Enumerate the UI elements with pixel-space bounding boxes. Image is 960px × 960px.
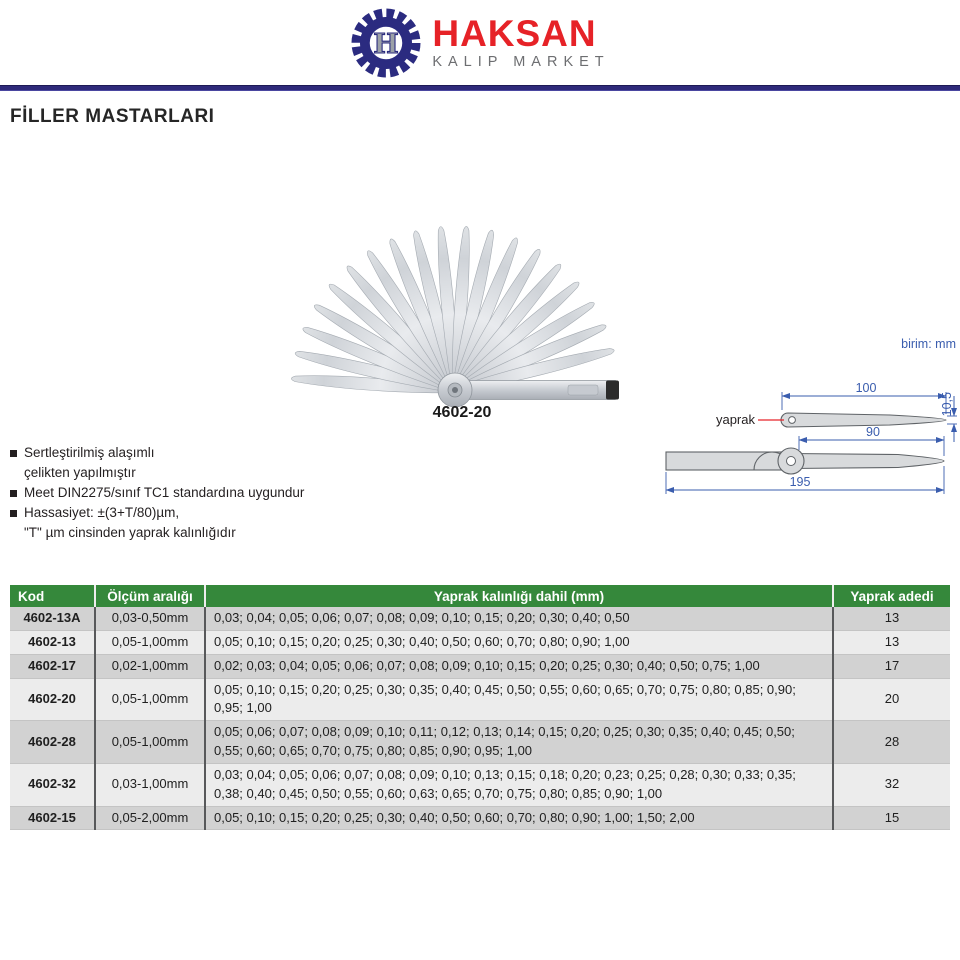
gear-icon: H <box>351 8 421 77</box>
full-gauge-drawing: 90 195 <box>665 425 945 494</box>
brand-text: HAKSAN KALIP MARKET <box>432 15 609 70</box>
cell-values: 0,05; 0,10; 0,15; 0,20; 0,25; 0,30; 0,40… <box>204 806 833 831</box>
dim-blade-height: 10,5 <box>940 392 954 416</box>
cell-kod: 4602-32 <box>10 763 95 807</box>
table-row: 4602-32 0,03-1,00mm 0,03; 0,04; 0,05; 0,… <box>10 763 950 807</box>
table-row: 4602-15 0,05-2,00mm 0,05; 0,10; 0,15; 0,… <box>10 806 950 831</box>
gauge-handle <box>454 380 619 400</box>
feature-line: çelikten yapılmıştır <box>10 463 304 483</box>
feature-text: çelikten yapılmıştır <box>24 465 136 480</box>
cell-range: 0,05-1,00mm <box>94 720 205 764</box>
cell-kod: 4602-13 <box>10 630 95 655</box>
feature-line: "T" µm cinsinden yaprak kalınlığıdır <box>10 523 304 543</box>
cell-count: 13 <box>832 630 950 655</box>
product-caption: 4602-20 <box>432 404 492 421</box>
leaf-label: yaprak <box>716 412 756 427</box>
cell-count: 28 <box>832 720 950 764</box>
bullet-square-icon <box>10 450 17 457</box>
technical-drawing: birim: mm yaprak 100 10,5 <box>658 332 958 509</box>
logo-letter: H <box>374 29 400 60</box>
cell-kod: 4602-15 <box>10 806 95 831</box>
cell-values: 0,03; 0,04; 0,05; 0,06; 0,07; 0,08; 0,09… <box>204 607 833 631</box>
table-row: 4602-28 0,05-1,00mm 0,05; 0,06; 0,07; 0,… <box>10 720 950 764</box>
table-row: 4602-13A 0,03-0,50mm 0,03; 0,04; 0,05; 0… <box>10 607 950 631</box>
brand-logo: H HAKSAN KALIP MARKET <box>350 7 609 79</box>
column-header-kod: Kod <box>10 585 95 607</box>
bullet-square-icon <box>10 490 17 497</box>
cell-count: 20 <box>832 678 950 722</box>
dim-blade-length: 100 <box>856 381 877 395</box>
feature-line: Meet DIN2275/sınıf TC1 standardına uygun… <box>10 483 304 503</box>
brand-name: HAKSAN <box>432 13 597 55</box>
cell-count: 17 <box>832 654 950 679</box>
cell-range: 0,03-0,50mm <box>94 607 205 631</box>
header-rule <box>0 85 960 91</box>
feeler-gauge-fan-image <box>272 210 652 415</box>
bullet-square-icon <box>10 510 17 517</box>
page-title: FİLLER MASTARLARI <box>10 106 215 127</box>
cell-count: 32 <box>832 763 950 807</box>
dim-exposed-length: 90 <box>866 425 880 439</box>
cell-values: 0,05; 0,06; 0,07; 0,08; 0,09; 0,10; 0,11… <box>204 720 833 764</box>
column-header-count: Yaprak adedi <box>832 585 950 607</box>
feature-text: Hassasiyet: ±(3+T/80)µm, <box>24 505 180 520</box>
cell-kod: 4602-17 <box>10 654 95 679</box>
table-header-row: Kod Ölçüm aralığı Yaprak kalınlığı dahil… <box>10 585 950 607</box>
pivot-screw <box>437 372 473 408</box>
cell-count: 15 <box>832 806 950 831</box>
feature-line: Sertleştirilmiş alaşımlı <box>10 443 304 463</box>
cell-values: 0,05; 0,10; 0,15; 0,20; 0,25; 0,30; 0,35… <box>204 678 833 722</box>
column-header-range: Ölçüm aralığı <box>94 585 205 607</box>
cell-values: 0,02; 0,03; 0,04; 0,05; 0,06; 0,07; 0,08… <box>204 654 833 679</box>
cell-count: 13 <box>832 607 950 631</box>
feature-line: Hassasiyet: ±(3+T/80)µm, <box>10 503 304 523</box>
feature-text: Meet DIN2275/sınıf TC1 standardına uygun… <box>24 485 305 500</box>
unit-note: birim: mm <box>901 337 956 351</box>
feature-list: Sertleştirilmiş alaşımlı çelikten yapılm… <box>10 443 304 543</box>
cell-range: 0,03-1,00mm <box>94 763 205 807</box>
feature-text: Sertleştirilmiş alaşımlı <box>24 445 155 460</box>
cell-kod: 4602-13A <box>10 607 95 631</box>
cell-range: 0,02-1,00mm <box>94 654 205 679</box>
table-row: 4602-20 0,05-1,00mm 0,05; 0,10; 0,15; 0,… <box>10 678 950 722</box>
cell-values: 0,03; 0,04; 0,05; 0,06; 0,07; 0,08; 0,09… <box>204 763 833 807</box>
table-row: 4602-17 0,02-1,00mm 0,02; 0,03; 0,04; 0,… <box>10 654 950 679</box>
feature-text: "T" µm cinsinden yaprak kalınlığıdır <box>24 525 236 540</box>
cell-range: 0,05-2,00mm <box>94 806 205 831</box>
cell-range: 0,05-1,00mm <box>94 630 205 655</box>
cell-range: 0,05-1,00mm <box>94 678 205 722</box>
dim-total-length: 195 <box>790 475 811 489</box>
blade-fan <box>290 225 616 397</box>
single-blade-drawing: yaprak 100 10,5 <box>716 381 957 442</box>
column-header-values: Yaprak kalınlığı dahil (mm) <box>204 585 833 607</box>
brand-subtitle: KALIP MARKET <box>432 54 610 71</box>
cell-kod: 4602-28 <box>10 720 95 764</box>
table-row: 4602-13 0,05-1,00mm 0,05; 0,10; 0,15; 0,… <box>10 630 950 655</box>
cell-kod: 4602-20 <box>10 678 95 722</box>
product-table: Kod Ölçüm aralığı Yaprak kalınlığı dahil… <box>10 585 950 831</box>
cell-values: 0,05; 0,10; 0,15; 0,20; 0,25; 0,30; 0,40… <box>204 630 833 655</box>
page-header: H HAKSAN KALIP MARKET <box>0 0 960 85</box>
